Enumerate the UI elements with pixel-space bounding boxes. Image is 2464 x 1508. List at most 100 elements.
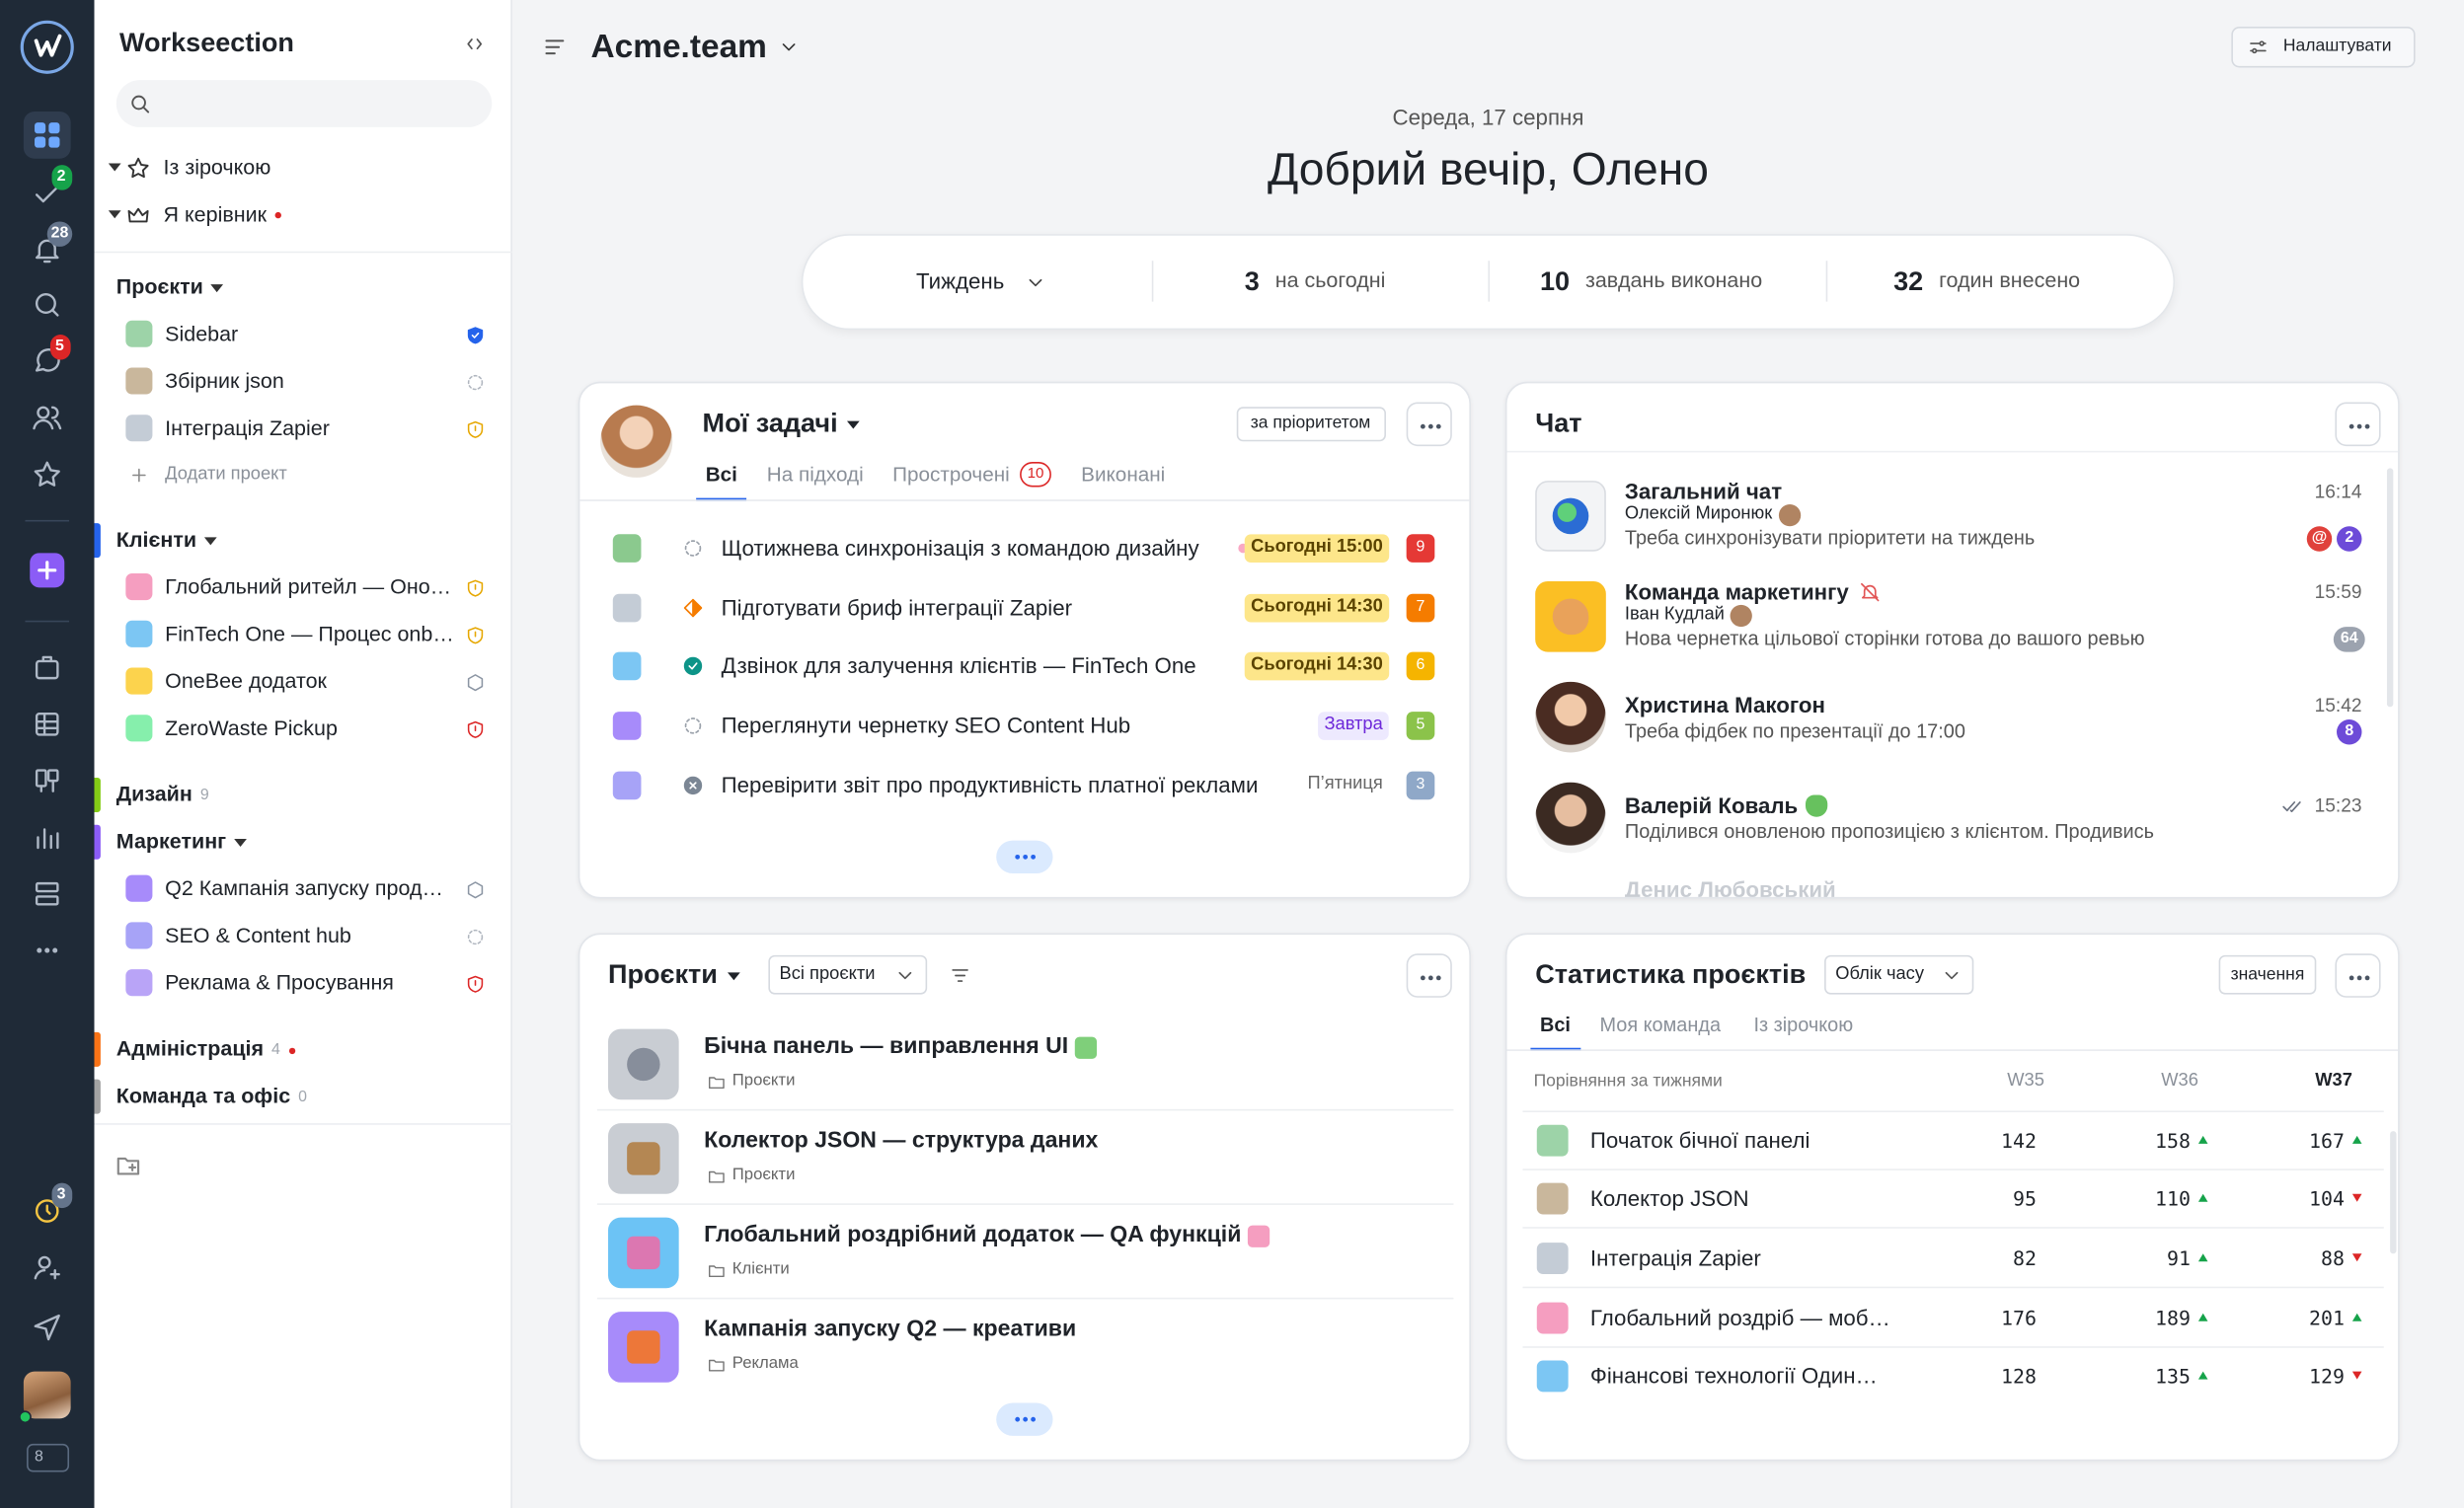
nav-icon[interactable] <box>32 652 63 684</box>
project-title[interactable]: Колектор JSON — структура даних <box>704 1128 1099 1154</box>
tab[interactable]: Із зірочкою <box>1753 1014 1854 1036</box>
nav-icon[interactable] <box>32 289 63 321</box>
nav-icon[interactable] <box>32 403 63 434</box>
nav-icon[interactable] <box>32 1194 63 1226</box>
filter-icon[interactable] <box>125 202 150 227</box>
group-title[interactable]: Маркетинг <box>116 829 227 854</box>
project-link[interactable]: FinTech One — Процес onb… <box>165 622 454 646</box>
widget-title[interactable]: Мої задачі <box>702 408 838 438</box>
sort-icon[interactable] <box>949 964 970 986</box>
status-icon[interactable] <box>682 537 704 559</box>
filter-icon[interactable] <box>125 156 150 181</box>
version-button[interactable]: 8 <box>27 1443 70 1472</box>
chat-name[interactable]: Валерій Коваль <box>1624 792 1799 818</box>
nav-icon[interactable] <box>32 878 63 910</box>
group-title[interactable]: Команда та офіс <box>116 1084 291 1108</box>
task-title[interactable]: Перевірити звіт про продуктивність платн… <box>721 772 1259 798</box>
row-value: 88 <box>2320 1246 2345 1270</box>
mode-select[interactable] <box>1824 954 1974 995</box>
row-name[interactable]: Глобальний роздріб — моб… <box>1589 1305 1890 1330</box>
tab[interactable]: На підході <box>766 462 864 487</box>
nav-icon[interactable] <box>32 709 63 740</box>
more-button[interactable] <box>2335 953 2381 998</box>
expand-button[interactable] <box>996 840 1053 874</box>
project-link[interactable]: Інтеграція Zapier <box>165 415 330 440</box>
nav-icon[interactable] <box>32 935 63 966</box>
overdue-count: 10 <box>1020 461 1051 488</box>
logo[interactable] <box>20 20 74 74</box>
chat-fade: Денис Любовський <box>1507 871 2387 897</box>
project-glyph <box>627 1330 660 1364</box>
project-link[interactable]: Збірник json <box>165 368 284 393</box>
project-link[interactable]: Реклама & Просування <box>165 970 394 995</box>
nav-active[interactable] <box>23 112 71 159</box>
nav-icon[interactable] <box>32 179 63 210</box>
chat-name[interactable]: Загальний чат <box>1624 478 1783 504</box>
group-title[interactable]: Проєкти <box>116 274 203 299</box>
user-avatar[interactable] <box>23 1371 71 1419</box>
nav-icon[interactable] <box>32 1252 63 1284</box>
values-toggle[interactable] <box>2218 954 2317 995</box>
chat-avatar[interactable] <box>1535 782 1606 854</box>
status-icon[interactable] <box>682 775 704 796</box>
task-title[interactable]: Дзвінок для залучення клієнтів — FinTech… <box>721 652 1196 679</box>
tab[interactable]: Моя команда <box>1599 1014 1722 1036</box>
collapse-icon[interactable] <box>464 33 486 54</box>
new-folder-icon[interactable] <box>115 1152 143 1180</box>
task-title[interactable]: Переглянути чернетку SEO Content Hub <box>721 713 1131 738</box>
more-button[interactable] <box>1406 953 1452 998</box>
tab[interactable]: Всі <box>705 462 737 487</box>
group-title[interactable]: Адміністрація <box>116 1036 265 1061</box>
status-icon[interactable] <box>682 597 704 619</box>
column-header: W35 <box>2007 1071 2044 1091</box>
filter-link[interactable]: Із зірочкою <box>163 155 271 180</box>
row-name[interactable]: Колектор JSON <box>1589 1185 1749 1211</box>
project-title[interactable]: Кампанія запуску Q2 — креативи <box>704 1317 1077 1342</box>
tab[interactable]: Виконані <box>1081 462 1166 487</box>
filter-select[interactable] <box>768 954 928 995</box>
project-link[interactable]: OneBee додаток <box>165 668 327 693</box>
status-icon[interactable] <box>682 655 704 677</box>
project-title[interactable]: Бічна панель — виправлення UI <box>704 1033 1069 1060</box>
project-title[interactable]: Глобальний роздрібний додаток — QA функц… <box>704 1222 1242 1248</box>
chat-message: Треба синхронізувати пріоритети на тижде… <box>1624 527 2036 550</box>
project-link[interactable]: Q2 Кампанія запуску прод… <box>165 876 444 900</box>
tab[interactable]: Прострочені <box>892 462 1010 487</box>
create-button[interactable] <box>30 553 65 588</box>
group-title[interactable]: Дизайн <box>116 782 192 806</box>
row-name[interactable]: Початок бічної панелі <box>1589 1127 1810 1153</box>
period-select[interactable]: Тиждень <box>916 267 1005 294</box>
project-link[interactable]: Глобальний ритейл — Оно… <box>165 574 452 599</box>
sort-button[interactable] <box>1236 407 1386 442</box>
more-button[interactable] <box>2335 402 2381 447</box>
task-title[interactable]: Щотижнева синхронізація з командою дизай… <box>721 535 1199 561</box>
chat-avatar[interactable] <box>1535 681 1606 753</box>
nav-icon[interactable] <box>32 1312 63 1343</box>
more-button[interactable] <box>1406 402 1452 447</box>
add-icon[interactable] <box>129 465 150 486</box>
status-icon <box>465 879 486 900</box>
status-icon[interactable] <box>682 715 704 736</box>
workspace-title[interactable]: Acme.team <box>590 29 767 65</box>
project-link[interactable]: ZeroWaste Pickup <box>165 716 338 740</box>
filter-link[interactable]: Я керівник <box>163 202 268 227</box>
chat-name[interactable]: Христина Макогон <box>1624 692 1825 717</box>
row-name[interactable]: Фінансові технології Один… <box>1589 1363 1878 1389</box>
nav-icon[interactable] <box>32 765 63 796</box>
tab[interactable]: Всі <box>1539 1014 1571 1036</box>
row-name[interactable]: Інтеграція Zapier <box>1589 1244 1761 1271</box>
nav-icon[interactable] <box>32 459 63 490</box>
search-icon <box>127 91 152 115</box>
widget-title[interactable]: Проєкти <box>608 959 718 990</box>
project-link[interactable]: Sidebar <box>165 322 239 346</box>
nav-icon[interactable] <box>32 822 63 854</box>
add-project-link[interactable]: Додати проект <box>165 465 287 485</box>
expand-button[interactable] <box>996 1402 1053 1436</box>
chat-name[interactable]: Команда маркетингу <box>1624 578 1849 605</box>
search-input[interactable] <box>116 80 493 127</box>
group-title[interactable]: Клієнти <box>116 527 197 552</box>
settings-button[interactable] <box>2231 27 2416 68</box>
project-link[interactable]: SEO & Content hub <box>165 923 351 947</box>
task-title[interactable]: Підготувати бриф інтеграції Zapier <box>721 594 1073 621</box>
menu-icon[interactable] <box>542 35 567 59</box>
